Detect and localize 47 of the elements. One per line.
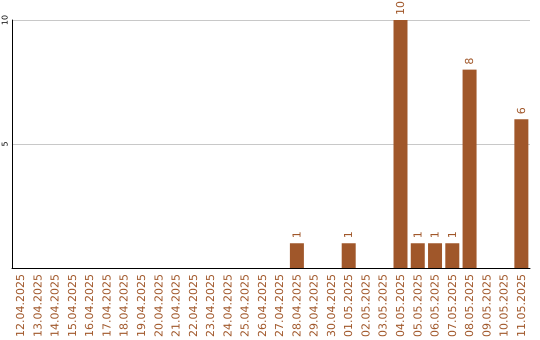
x-tick-label: 27.04.2025 [273,274,286,338]
x-tick-label: 26.04.2025 [256,274,269,338]
data-label: 1 [342,231,356,238]
x-tick-label: 30.04.2025 [324,274,338,338]
x-tick-label: 29.04.2025 [308,274,321,338]
x-tick-label: 03.05.2025 [376,274,390,338]
data-label: 1 [411,231,424,238]
x-tick-label: 07.05.2025 [446,274,459,338]
bar [394,20,408,268]
x-tick-label: 11.05.2025 [514,274,528,338]
x-tick-label: 23.04.2025 [204,274,218,338]
bar [445,243,460,268]
x-tick-label: 13.04.2025 [31,274,44,338]
x-tick-label: 16.04.2025 [83,274,96,338]
x-tick-label: 24.04.2025 [221,274,234,338]
x-tick-label: 04.05.2025 [394,274,407,338]
x-tick-label: 18.04.2025 [118,274,131,338]
data-label: 8 [463,58,476,65]
x-tick-label: 05.05.2025 [411,274,424,338]
x-tick-label: 06.05.2025 [428,274,442,338]
x-tick-label: 10.05.2025 [498,274,511,338]
x-tick-label: 14.04.2025 [48,274,62,338]
x-tick-label: 17.04.2025 [100,274,114,338]
x-tick-label: 08.05.2025 [463,274,476,338]
bar [514,119,528,268]
x-tick-label: 20.04.2025 [152,274,166,338]
y-tick-label: 5 [0,141,10,147]
x-tick-label: 12.04.2025 [14,274,28,338]
x-tick-label: 15.04.2025 [66,274,79,338]
data-label: 10 [394,1,407,15]
x-tick-label: 22.04.2025 [186,274,200,338]
x-tick-label: 02.05.2025 [359,274,372,338]
x-tick-label: 01.05.2025 [342,274,356,338]
bar [428,243,442,268]
bar [342,243,356,268]
data-label: 1 [428,231,442,238]
x-tick-label: 09.05.2025 [480,274,494,338]
x-tick-label: 28.04.2025 [290,274,304,338]
data-label: 6 [514,107,528,114]
bar [410,243,425,268]
x-tick-label: 21.04.2025 [170,274,183,338]
x-tick-label: 25.04.2025 [238,274,252,338]
bar [462,70,477,268]
bar [290,243,304,268]
x-tick-label: 19.04.2025 [135,274,148,338]
data-label: 1 [290,231,304,238]
data-label: 1 [446,231,459,238]
